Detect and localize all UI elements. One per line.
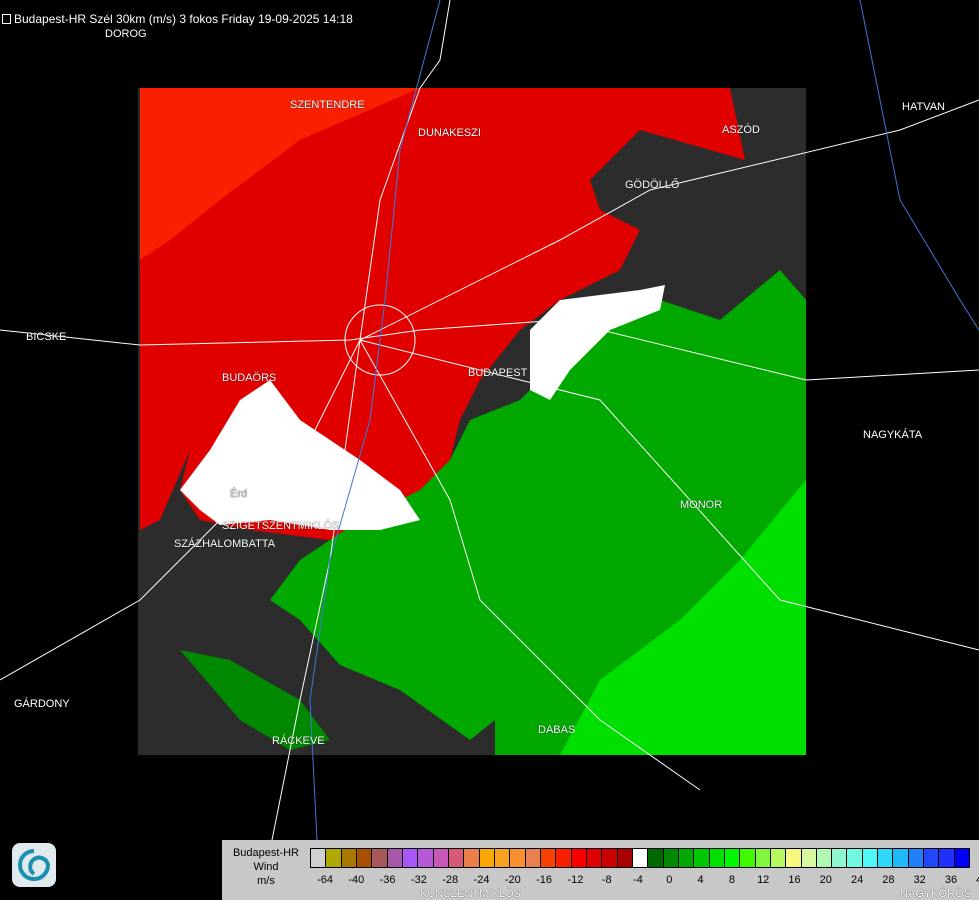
legend-tick: -8 — [601, 874, 612, 886]
place-label: DOROG — [105, 28, 147, 40]
legend-swatch — [402, 849, 419, 867]
legend-swatch — [801, 849, 817, 867]
legend-swatch — [786, 849, 802, 867]
legend-swatch — [755, 849, 771, 867]
legend-tick: 32 — [913, 874, 926, 886]
legend-swatch — [464, 849, 480, 867]
place-label: SZIGETSZENTMIKLÓS — [222, 520, 340, 532]
legend-swatch — [694, 849, 710, 867]
place-label: BUDAÖRS — [222, 372, 277, 384]
radar-coverage — [138, 88, 806, 755]
legend-swatch — [632, 849, 649, 867]
legend-tick: -16 — [536, 874, 553, 886]
place-label: NAGYKÁTA — [863, 429, 923, 441]
legend-swatch — [586, 849, 603, 867]
menu-icon[interactable] — [2, 14, 11, 24]
legend-swatch — [663, 849, 679, 867]
legend-swatch — [862, 849, 879, 867]
legend-tick: -24 — [473, 874, 490, 886]
place-label: ASZÓD — [722, 124, 760, 136]
legend-swatch — [372, 849, 388, 867]
legend-tick: -4 — [633, 874, 643, 886]
place-label: BUDAPEST — [468, 367, 528, 379]
legend-swatch — [341, 849, 357, 867]
legend-swatch — [832, 849, 848, 867]
legend-swatch — [924, 849, 940, 867]
place-label: DABAS — [538, 724, 576, 736]
legend-swatch — [954, 849, 970, 867]
place-label: BICSKE — [26, 331, 67, 343]
legend-tick: -12 — [567, 874, 584, 886]
legend-tick: -36 — [379, 874, 396, 886]
legend-swatch — [311, 849, 327, 867]
legend-tick: 0 — [666, 874, 673, 886]
legend-swatch — [939, 849, 955, 867]
legend-swatch — [326, 849, 342, 867]
legend-quantity: Wind — [253, 861, 279, 873]
place-label: GÁRDONY — [14, 698, 70, 710]
legend-swatch — [648, 849, 664, 867]
omsz-logo — [12, 843, 56, 887]
legend-unit: m/s — [257, 875, 275, 887]
legend-tick: -28 — [442, 874, 459, 886]
legend-swatch — [816, 849, 833, 867]
legend-swatch — [878, 849, 894, 867]
legend-swatch — [510, 849, 526, 867]
legend-tick: 24 — [850, 874, 864, 886]
legend-tick: -20 — [504, 874, 521, 886]
legend-swatch — [617, 849, 633, 867]
legend-swatch — [893, 849, 909, 867]
legend-color-scale — [310, 848, 971, 868]
place-label: DUNAKESZI — [418, 127, 481, 139]
legend-swatch — [908, 849, 925, 867]
color-legend: Budapest-HR Wind m/s -64 -40 -36 -32 -28 -24-… — [222, 840, 979, 900]
legend-swatch — [678, 849, 695, 867]
legend-station: Budapest-HR — [232, 847, 300, 859]
legend-swatch — [847, 849, 863, 867]
place-label: Érd — [230, 488, 248, 500]
legend-swatch — [556, 849, 572, 867]
legend-swatch — [433, 849, 449, 867]
near-zero-area — [180, 380, 420, 530]
legend-swatch — [709, 849, 725, 867]
legend-tick: -40 — [348, 874, 365, 886]
legend-swatch — [525, 849, 541, 867]
legend-swatch — [418, 849, 434, 867]
legend-swatch — [602, 849, 618, 867]
legend-swatch — [356, 849, 373, 867]
place-label: KUNSZENTMIKLÓS — [420, 888, 521, 900]
legend-tick: 28 — [882, 874, 895, 886]
place-label: SZENTENDRE — [290, 99, 365, 111]
legend-tick: 40 — [976, 874, 979, 886]
legend-swatch — [448, 849, 465, 867]
legend-swatch — [571, 849, 587, 867]
legend-tick: 20 — [819, 874, 832, 886]
legend-swatch — [494, 849, 511, 867]
place-label: SZÁZHALOMBATTA — [174, 538, 276, 550]
rivers — [309, 0, 979, 900]
legend-tick: -64 — [317, 874, 333, 886]
place-label: MONOR — [680, 499, 723, 511]
legend-tick: 12 — [757, 874, 770, 886]
place-label: RÁCKEVE — [272, 735, 325, 747]
legend-tick: 36 — [944, 874, 958, 886]
legend-swatch — [770, 849, 787, 867]
place-label: GÖDÖLLŐ — [625, 179, 680, 191]
legend-swatch — [479, 849, 495, 867]
legend-swatch — [724, 849, 741, 867]
place-label: NAGYKŐRÖS — [900, 888, 971, 900]
legend-swatch — [540, 849, 557, 867]
legend-tick: 8 — [728, 874, 735, 886]
legend-tick: 16 — [788, 874, 801, 886]
map-title: Budapest-HR Szél 30km (m/s) 3 fokos Frid… — [14, 12, 353, 26]
legend-swatch — [387, 849, 403, 867]
legend-tick: 4 — [697, 874, 704, 886]
legend-swatch — [740, 849, 756, 867]
legend-tick: -32 — [410, 874, 427, 886]
place-label: HATVAN — [902, 101, 945, 113]
